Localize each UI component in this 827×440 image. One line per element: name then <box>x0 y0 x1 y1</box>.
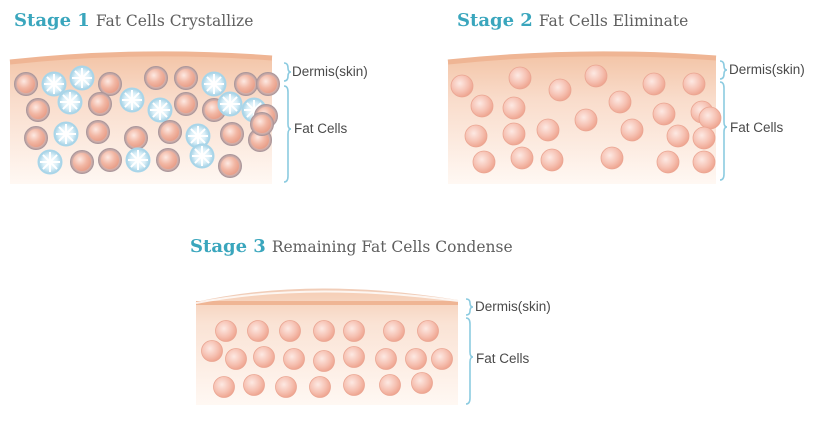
stage-3-number: Stage 3 <box>190 236 266 257</box>
fat-cell <box>375 348 397 370</box>
fat-cell <box>283 348 305 370</box>
fat-cell <box>540 148 564 172</box>
fat-cell <box>600 146 624 170</box>
fat-cell <box>88 92 112 116</box>
fat-cell <box>158 120 182 144</box>
stage-2-number: Stage 2 <box>457 10 533 31</box>
crystallized-cell <box>37 149 63 175</box>
fat-cell <box>666 124 690 148</box>
stage-2-caption: Fat Cells Eliminate <box>538 12 689 30</box>
fat-cell <box>313 320 335 342</box>
fat-cell <box>536 118 560 142</box>
crystallized-cell <box>189 143 215 169</box>
stage-2-brackets <box>719 60 728 181</box>
fat-cell <box>405 348 427 370</box>
stage-1-fat-label: Fat Cells <box>294 121 348 136</box>
fat-cell <box>24 126 48 150</box>
fat-cell <box>620 118 644 142</box>
fat-cell <box>124 126 148 150</box>
fat-cell <box>275 376 297 398</box>
fat-cell <box>247 320 269 342</box>
fat-cell <box>343 320 365 342</box>
fat-cell <box>14 72 38 96</box>
fat-cell <box>220 122 244 146</box>
stage-3-title: Stage 3 Remaining Fat Cells Condense <box>190 236 513 257</box>
fat-cell <box>502 122 526 146</box>
crystallized-cell <box>69 65 95 91</box>
fat-cell <box>411 372 433 394</box>
crystallized-cell <box>147 97 173 123</box>
stage-3-fat-label: Fat Cells <box>476 351 530 366</box>
fat-cell <box>309 376 331 398</box>
stage-2-title: Stage 2 Fat Cells Eliminate <box>457 10 688 31</box>
fat-cell <box>652 102 676 126</box>
crystallized-cell <box>57 89 83 115</box>
fat-cell <box>313 350 335 372</box>
crystallized-cell <box>53 121 79 147</box>
fat-cell <box>642 72 666 96</box>
fat-cell <box>379 374 401 396</box>
fat-cell <box>98 72 122 96</box>
stage-2-fat-label: Fat Cells <box>730 120 784 135</box>
fat-cell <box>70 150 94 174</box>
fat-cell <box>343 346 365 368</box>
crystallized-cell <box>119 87 145 113</box>
crystallized-cell <box>185 123 211 149</box>
fat-cell <box>225 348 247 370</box>
fat-cell <box>450 74 474 98</box>
fat-cell <box>26 98 50 122</box>
crystallized-cell <box>217 91 243 117</box>
crystallized-cell <box>41 71 67 97</box>
fat-cell <box>256 72 280 96</box>
stage-2-dermis-label: Dermis(skin) <box>729 62 805 77</box>
stage-1-dermis-label: Dermis(skin) <box>292 64 368 79</box>
fat-cell <box>574 108 598 132</box>
fat-cell <box>144 66 168 90</box>
stage-1-caption: Fat Cells Crystallize <box>95 12 254 30</box>
fat-cell <box>213 376 235 398</box>
fat-cell <box>250 112 274 136</box>
fat-cell <box>508 66 532 90</box>
stage-3-brackets <box>465 298 474 405</box>
fat-cell <box>215 320 237 342</box>
fat-cell <box>584 64 608 88</box>
fat-cell <box>464 124 488 148</box>
fat-cell <box>431 348 453 370</box>
stage-3-caption: Remaining Fat Cells Condense <box>271 238 513 256</box>
fat-cell <box>692 150 716 174</box>
fat-cell <box>608 90 632 114</box>
fat-cell <box>417 320 439 342</box>
stage-3-tissue-panel <box>195 288 459 405</box>
fat-cell <box>156 148 180 172</box>
stage-1-tissue-panel <box>9 51 280 184</box>
fat-cell <box>470 94 494 118</box>
fat-cell <box>510 146 534 170</box>
fat-cell <box>218 154 242 178</box>
fat-cell <box>682 72 706 96</box>
stage-1-brackets <box>283 62 292 183</box>
stage-1-title: Stage 1 Fat Cells Crystallize <box>14 10 253 31</box>
fat-cell <box>234 72 258 96</box>
stage-2-tissue-panel <box>447 51 722 184</box>
fat-cell <box>174 92 198 116</box>
stage-1-number: Stage 1 <box>14 10 90 31</box>
fat-cell <box>502 96 526 120</box>
fat-cell <box>656 150 680 174</box>
fat-cell <box>201 340 223 362</box>
fat-cell <box>472 150 496 174</box>
fat-cell <box>174 66 198 90</box>
fat-cell <box>86 120 110 144</box>
fat-cell <box>692 126 716 150</box>
crystallized-cell <box>125 147 151 173</box>
fat-cell <box>243 374 265 396</box>
stage-3-dermis-label: Dermis(skin) <box>475 299 551 314</box>
fat-cell <box>98 148 122 172</box>
fat-cell <box>253 346 275 368</box>
crystallized-cell <box>201 71 227 97</box>
fat-cell <box>343 374 365 396</box>
fat-cell <box>383 320 405 342</box>
fat-cell <box>279 320 301 342</box>
fat-cell <box>548 78 572 102</box>
